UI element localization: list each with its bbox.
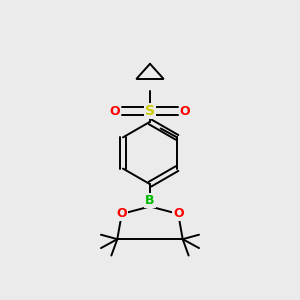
- Text: S: S: [145, 104, 155, 118]
- Text: O: O: [180, 105, 190, 118]
- Text: O: O: [173, 207, 184, 220]
- Text: O: O: [116, 207, 127, 220]
- Text: O: O: [110, 105, 120, 118]
- Text: B: B: [145, 194, 155, 207]
